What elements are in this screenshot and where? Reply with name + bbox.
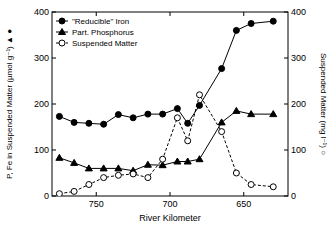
- point: [56, 154, 63, 160]
- point: [115, 112, 121, 118]
- legend-marker: [59, 18, 65, 24]
- x-tick-label: 650: [236, 199, 251, 209]
- series-line: [59, 21, 273, 124]
- y2-tick-label: 400: [291, 7, 306, 17]
- x-tick: [170, 192, 171, 196]
- point: [197, 92, 203, 98]
- point: [185, 120, 191, 126]
- point: [130, 171, 136, 177]
- point: [219, 129, 225, 135]
- point: [197, 102, 203, 108]
- point: [115, 165, 122, 171]
- point: [86, 120, 92, 126]
- point: [100, 165, 107, 171]
- point: [248, 182, 254, 188]
- y2-tick: [284, 58, 288, 59]
- legend-marker: [59, 29, 66, 35]
- point: [85, 165, 92, 171]
- y2-tick-label: 0: [291, 191, 296, 201]
- point: [144, 161, 151, 167]
- point: [219, 66, 225, 72]
- legend-label: Part. Phosphorus: [72, 28, 134, 37]
- point: [86, 182, 92, 188]
- plot-area: [56, 18, 277, 196]
- point: [185, 138, 191, 144]
- point: [218, 119, 225, 125]
- point: [196, 156, 203, 162]
- point: [174, 158, 181, 164]
- point: [248, 21, 254, 27]
- point: [56, 113, 62, 119]
- point: [145, 111, 151, 117]
- y-tick: [52, 150, 56, 151]
- y2-tick: [284, 104, 288, 105]
- y-tick: [52, 12, 56, 13]
- point: [130, 115, 136, 121]
- x-tick-label: 700: [162, 199, 177, 209]
- point: [160, 156, 166, 162]
- point: [160, 111, 166, 117]
- x-tick: [96, 192, 97, 196]
- x-tick: [243, 192, 244, 196]
- y-tick-label: 200: [34, 99, 49, 109]
- point: [71, 159, 78, 165]
- point: [270, 111, 277, 117]
- plot-frame: [52, 12, 288, 196]
- point: [270, 184, 276, 190]
- point: [145, 175, 151, 181]
- point: [233, 27, 239, 33]
- y-tick: [52, 104, 56, 105]
- x-axis-title: River Kilometer: [139, 213, 201, 223]
- point: [71, 188, 77, 194]
- y-axis-title: P, Fe in Suspended Matter (µmol g⁻¹) ▲ ●: [5, 29, 14, 179]
- legend-marker: [59, 40, 65, 46]
- point: [184, 158, 191, 164]
- y2-tick-label: 200: [291, 99, 306, 109]
- legend-label: Suspended Matter: [72, 39, 138, 48]
- point: [115, 172, 121, 178]
- x-tick: [170, 12, 171, 16]
- y-tick-label: 0: [44, 191, 49, 201]
- legend-label: "Reducible" Iron: [72, 17, 129, 26]
- series-line: [59, 111, 273, 171]
- y-tick: [52, 58, 56, 59]
- y2-tick: [284, 150, 288, 151]
- y2-axis-title: Suspended Matter (mg l⁻¹) ○: [319, 53, 328, 155]
- point: [270, 18, 276, 24]
- y2-tick: [284, 12, 288, 13]
- chart: 750 700 650 0 100 200 300 400 0 100 200 300 400 River…: [0, 0, 330, 227]
- x-tick-label: 750: [89, 199, 104, 209]
- point: [233, 170, 239, 176]
- y2-tick-label: 300: [291, 53, 306, 63]
- point: [71, 119, 77, 125]
- point: [174, 106, 180, 112]
- x-tick: [96, 12, 97, 16]
- series-line: [59, 95, 273, 194]
- y-tick-label: 400: [34, 7, 49, 17]
- point: [101, 121, 107, 127]
- y-tick-label: 300: [34, 53, 49, 63]
- y-tick: [52, 196, 56, 197]
- point: [233, 107, 240, 113]
- point: [248, 111, 255, 117]
- x-tick: [243, 12, 244, 16]
- y-tick-label: 100: [34, 145, 49, 155]
- point: [101, 175, 107, 181]
- point: [174, 115, 180, 121]
- y2-tick-label: 100: [291, 145, 306, 155]
- y2-tick: [284, 196, 288, 197]
- point: [56, 191, 62, 196]
